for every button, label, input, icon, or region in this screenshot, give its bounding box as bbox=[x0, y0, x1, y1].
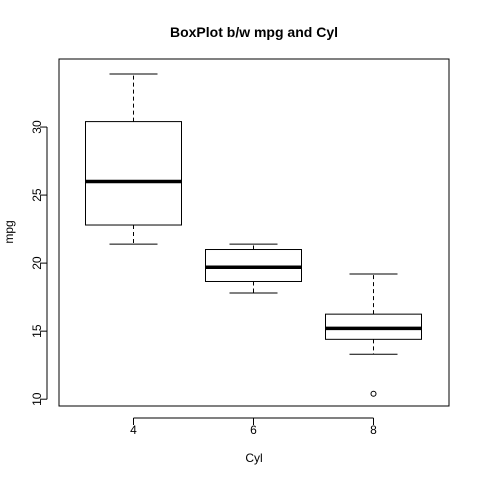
chart-title: BoxPlot b/w mpg and Cyl bbox=[170, 24, 338, 40]
boxes bbox=[85, 73, 422, 397]
x-axis-label: Cyl bbox=[245, 451, 262, 465]
y-axis: 10 15 20 25 30 bbox=[30, 120, 48, 406]
y-axis-label: mpg bbox=[2, 220, 16, 243]
x-tick-label: 6 bbox=[250, 423, 257, 437]
x-tick-label: 8 bbox=[370, 423, 377, 437]
iqr-box bbox=[85, 121, 182, 226]
x-axis: 4 6 8 bbox=[130, 417, 377, 437]
x-tick-label: 4 bbox=[130, 423, 137, 437]
plot-frame bbox=[58, 58, 450, 407]
y-tick-label: 10 bbox=[30, 392, 44, 406]
box-8 bbox=[325, 273, 422, 397]
y-tick-label: 30 bbox=[30, 120, 44, 134]
y-tick-label: 20 bbox=[30, 256, 44, 270]
outlier-point bbox=[370, 390, 377, 397]
y-tick-label: 15 bbox=[30, 324, 44, 338]
y-tick-label: 25 bbox=[30, 188, 44, 202]
box-6 bbox=[205, 243, 302, 294]
box-4 bbox=[85, 73, 182, 245]
